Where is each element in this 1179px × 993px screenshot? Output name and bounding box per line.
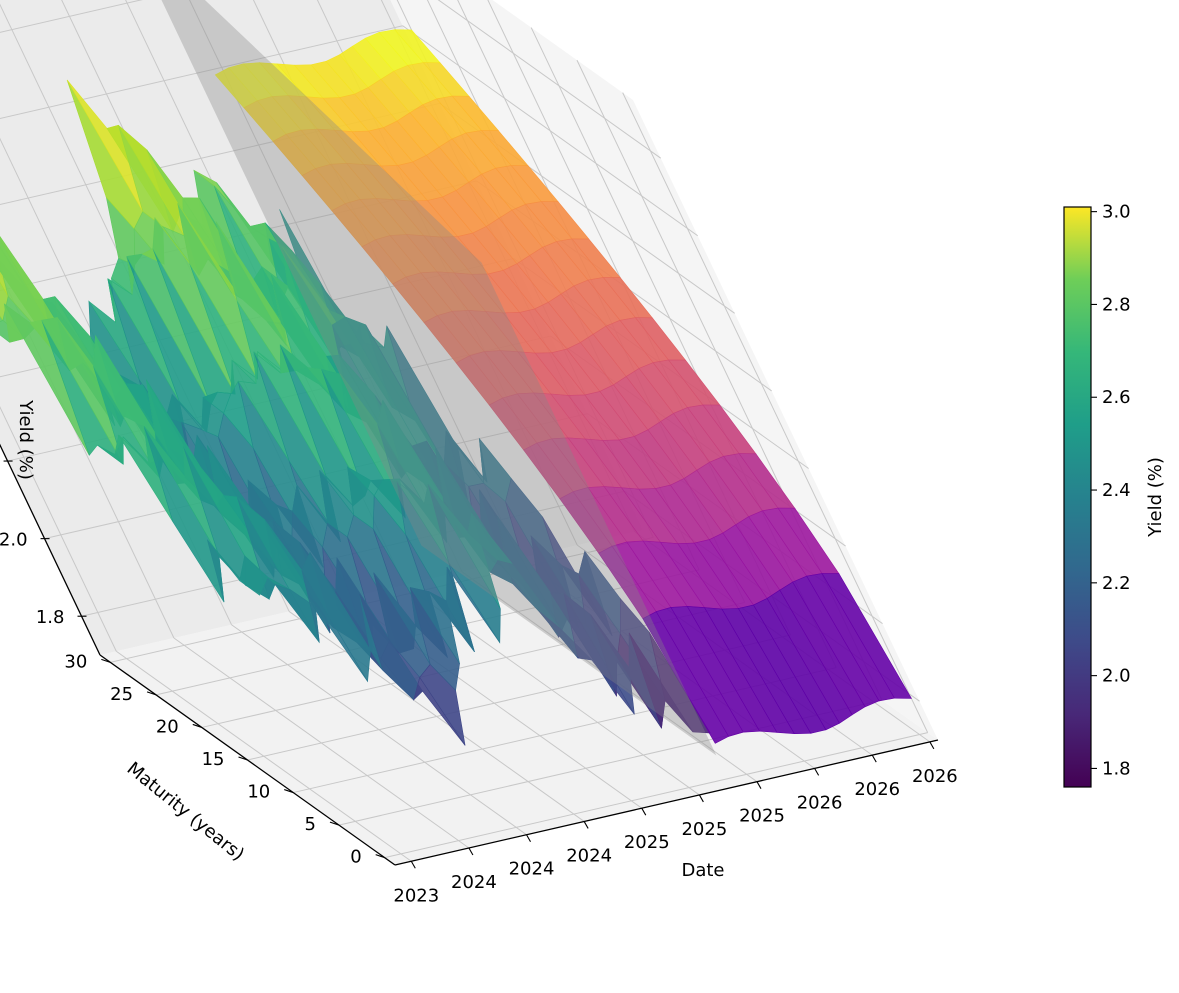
- z-axis-ticks: 1.82.02.22.42.62.83.03.2: [0, 460, 87, 628]
- y-tick-mark: [284, 789, 294, 794]
- colorbar-tick-label: 1.8: [1102, 758, 1131, 779]
- colorbar-tick-label: 2.0: [1102, 666, 1131, 687]
- y-tick-label: 25: [110, 684, 133, 705]
- colorbar-tick-label: 3.0: [1102, 202, 1131, 223]
- x-tick-mark: [814, 768, 820, 776]
- x-tick-mark: [468, 847, 474, 856]
- x-axis-label: Date: [681, 860, 724, 881]
- colorbar: 1.8 2.0 2.2 2.4 2.6 2.8 3.0 Yield (%): [1063, 202, 1166, 788]
- x-tick-label: 2026: [854, 779, 900, 800]
- z-tick-label: 2.0: [0, 530, 28, 551]
- z-gridline-back: [0, 0, 143, 33]
- colorbar-bar: [1063, 206, 1092, 788]
- y-tick-label: 15: [202, 749, 225, 770]
- y-tick-mark: [329, 821, 340, 826]
- colorbar-tick-label: 2.4: [1102, 480, 1131, 501]
- x-tick-mark: [526, 834, 532, 842]
- y-tick-label: 5: [304, 814, 315, 835]
- colorbar-label: Yield (%): [1145, 457, 1166, 538]
- y-tick-label: 10: [247, 782, 270, 803]
- yield-surface: [0, 0, 912, 756]
- x-tick-label: 2023: [393, 885, 439, 906]
- x-tick-mark: [929, 741, 935, 750]
- y-tick-mark: [192, 723, 202, 728]
- z-axis-label: Yield (%): [15, 399, 36, 480]
- z-gridline-side: [402, 25, 698, 237]
- z-axis-line: [0, 443, 101, 656]
- y-gridline-floor: [384, 732, 928, 859]
- y-tick-label: 30: [64, 651, 87, 672]
- x-tick-mark: [871, 754, 877, 763]
- x-gridline-back: [0, 406, 117, 652]
- y-gridline-side: [622, 92, 929, 733]
- y-tick-mark: [101, 658, 111, 663]
- x-tick-mark: [756, 781, 762, 789]
- x-tick-mark: [410, 860, 416, 869]
- x-tick-label: 2024: [451, 872, 497, 893]
- y-axis-label: Maturity (years): [123, 758, 248, 865]
- y-tick-mark: [146, 691, 157, 696]
- x-tick-mark: [698, 794, 704, 803]
- z-gridline-back: [0, 25, 403, 119]
- x-tick-label: 2024: [509, 859, 555, 880]
- z-tick-label: 1.8: [36, 607, 65, 628]
- x-tick-mark: [641, 807, 647, 816]
- x-axis-line: [394, 739, 939, 866]
- x-tick-label: 2026: [797, 792, 843, 813]
- x-axis-ticks: 2023 2024 2024 2024 2025 2025 2025 2026 2026 2026: [393, 741, 958, 906]
- y-axis-ticks: 0 5 10 15 20 25 30: [64, 651, 385, 868]
- y-tick-mark: [238, 756, 248, 761]
- y-tick-label: 0: [350, 847, 361, 868]
- x-tick-label: 2024: [566, 845, 612, 866]
- forecast-divider-plane: [161, 0, 717, 756]
- x-tick-label: 2026: [912, 766, 958, 787]
- x-tick-label: 2025: [681, 819, 727, 840]
- colorbar-tick-label: 2.2: [1102, 573, 1131, 594]
- y-tick-label: 20: [156, 716, 179, 737]
- x-tick-mark: [583, 821, 589, 829]
- colorbar-tick-label: 2.6: [1102, 387, 1131, 408]
- x-tick-label: 2025: [624, 832, 670, 853]
- y-tick-mark: [375, 854, 385, 859]
- colorbar-ticks: 1.8 2.0 2.2 2.4 2.6 2.8 3.0: [1091, 202, 1131, 779]
- z-gridline-side: [437, 0, 662, 159]
- x-tick-label: 2025: [739, 806, 785, 827]
- surface-patch: [821, 573, 912, 699]
- colorbar-tick-label: 2.8: [1102, 294, 1131, 315]
